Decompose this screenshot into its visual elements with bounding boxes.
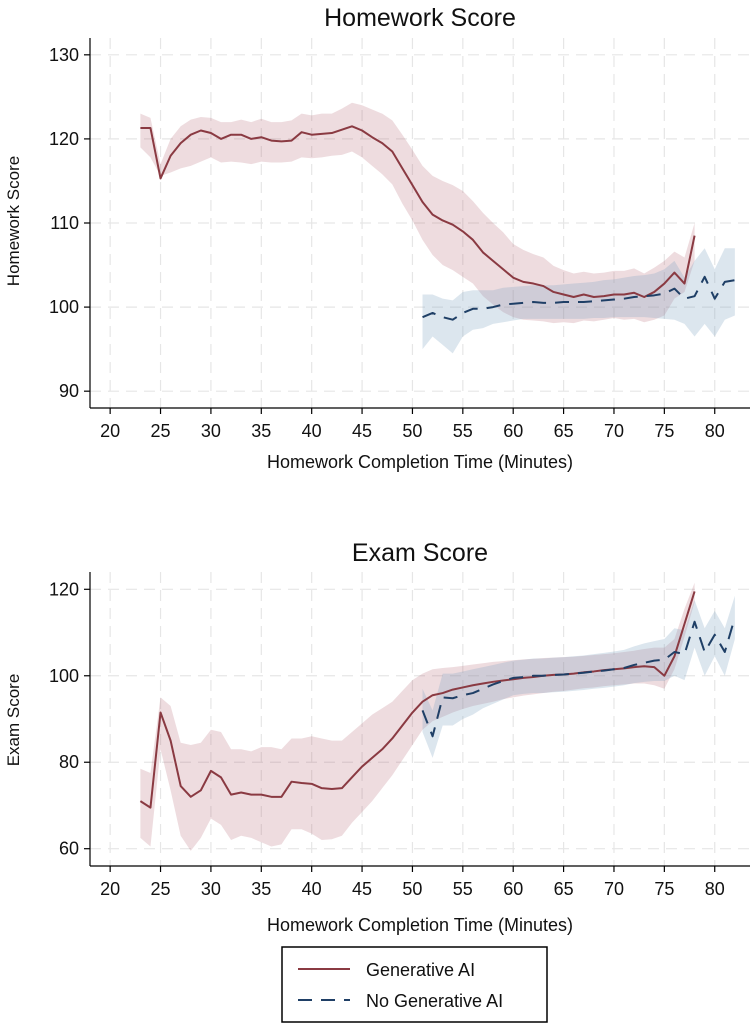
x-tick-label: 60 (503, 421, 523, 441)
legend-label-generative-ai: Generative AI (366, 960, 475, 980)
series-line (140, 125, 696, 298)
x-tick-label: 30 (201, 421, 221, 441)
confidence-band (422, 595, 735, 758)
y-tick-label: 100 (49, 297, 79, 317)
y-tick-label: 60 (59, 839, 79, 859)
x-tick-label: 25 (151, 421, 171, 441)
confidence-band (140, 582, 695, 851)
series-line (422, 275, 736, 321)
x-tick-label: 70 (604, 421, 624, 441)
x-tick-label: 80 (705, 421, 725, 441)
y-tick-label: 90 (59, 381, 79, 401)
x-tick-label: 65 (554, 421, 574, 441)
x-tick-label: 25 (151, 879, 171, 899)
y-tick-label: 120 (49, 129, 79, 149)
y-tick-label: 130 (49, 45, 79, 65)
x-tick-label: 50 (402, 421, 422, 441)
homework-score-panel: Homework Score Homework Score Homework C… (4, 4, 750, 472)
panel-title: Exam Score (352, 539, 488, 567)
panel-title: Homework Score (324, 4, 516, 32)
confidence-band (140, 102, 695, 324)
x-tick-label: 75 (654, 879, 674, 899)
x-axis-label: Homework Completion Time (Minutes) (267, 452, 573, 472)
x-tick-label: 55 (453, 421, 473, 441)
y-axis-label: Homework Score (4, 156, 23, 286)
x-tick-label: 70 (604, 879, 624, 899)
x-axis-label: Homework Completion Time (Minutes) (267, 915, 573, 935)
legend-label-no-generative-ai: No Generative AI (366, 991, 503, 1011)
x-tick-label: 45 (352, 421, 372, 441)
confidence-band (422, 248, 735, 354)
series-line (421, 617, 736, 738)
x-tick-label: 35 (251, 879, 271, 899)
x-tick-label: 80 (705, 879, 725, 899)
x-tick-label: 75 (654, 421, 674, 441)
legend-box (281, 946, 548, 1023)
y-tick-label: 80 (59, 752, 79, 772)
y-axis-label: Exam Score (4, 674, 23, 767)
exam-score-panel: Exam Score Exam Score Homework Completio… (4, 539, 750, 935)
x-tick-label: 65 (554, 879, 574, 899)
x-tick-label: 40 (302, 879, 322, 899)
y-tick-label: 120 (49, 579, 79, 599)
x-tick-label: 20 (100, 421, 120, 441)
legend: Generative AI No Generative AI (281, 946, 548, 1023)
x-tick-label: 45 (352, 879, 372, 899)
x-tick-label: 60 (503, 879, 523, 899)
x-tick-label: 35 (251, 421, 271, 441)
x-tick-label: 55 (453, 879, 473, 899)
x-tick-label: 30 (201, 879, 221, 899)
x-tick-label: 50 (402, 879, 422, 899)
y-tick-label: 100 (49, 666, 79, 686)
x-tick-label: 20 (100, 879, 120, 899)
x-tick-label: 40 (302, 421, 322, 441)
y-tick-label: 110 (50, 213, 79, 233)
